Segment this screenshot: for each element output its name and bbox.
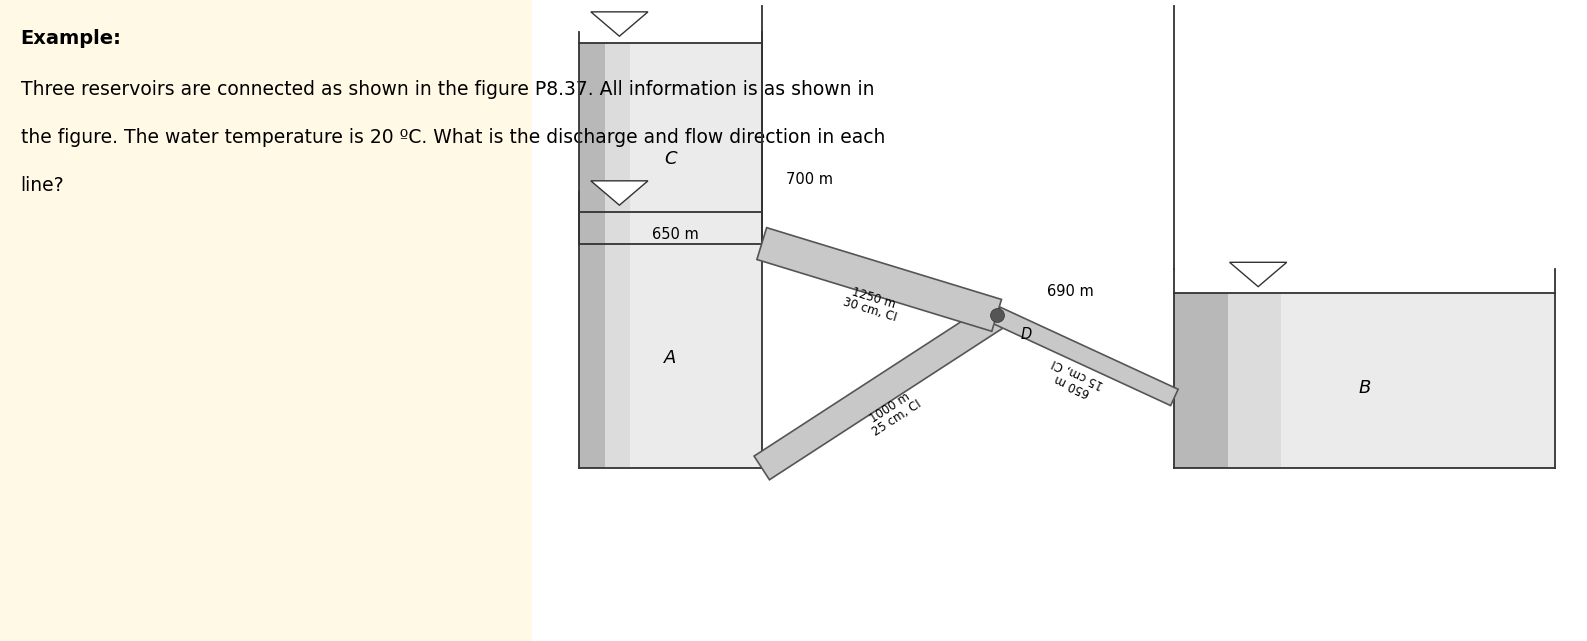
Bar <box>579 32 762 42</box>
Text: 700 m: 700 m <box>786 172 833 187</box>
Text: Three reservoirs are connected as shown in the figure P8.37. All information is : Three reservoirs are connected as shown … <box>21 80 874 99</box>
Text: C: C <box>665 150 676 168</box>
Bar <box>579 32 762 244</box>
Bar <box>1228 269 1281 468</box>
Text: 690 m: 690 m <box>1047 284 1093 299</box>
Text: B: B <box>1358 379 1371 397</box>
Polygon shape <box>757 228 1001 331</box>
Text: 650 m: 650 m <box>652 227 698 242</box>
Bar <box>605 192 630 468</box>
Text: D: D <box>1020 327 1032 342</box>
Text: Example:: Example: <box>21 29 122 48</box>
Bar <box>1174 269 1555 468</box>
Text: 650 m: 650 m <box>1052 372 1092 399</box>
Text: the figure. The water temperature is 20 ºC. What is the discharge and flow direc: the figure. The water temperature is 20 … <box>21 128 886 147</box>
Bar <box>532 0 1587 641</box>
Bar <box>605 32 630 244</box>
Polygon shape <box>1230 262 1287 287</box>
Bar <box>579 192 762 212</box>
Text: 25 cm, CI: 25 cm, CI <box>870 398 924 439</box>
Text: 1000 m: 1000 m <box>868 390 913 426</box>
Text: line?: line? <box>21 176 63 196</box>
Bar <box>579 32 605 244</box>
Polygon shape <box>754 304 1005 479</box>
Polygon shape <box>590 12 647 36</box>
Text: A: A <box>665 349 676 367</box>
Bar <box>1174 269 1228 468</box>
Polygon shape <box>590 181 647 205</box>
Polygon shape <box>993 307 1178 406</box>
Bar <box>579 192 605 468</box>
Text: 30 cm, CI: 30 cm, CI <box>841 296 898 324</box>
Bar <box>579 192 762 468</box>
Text: 1250 m: 1250 m <box>851 285 897 311</box>
Text: 15 cm, CI: 15 cm, CI <box>1049 356 1106 392</box>
Bar <box>1174 269 1555 293</box>
